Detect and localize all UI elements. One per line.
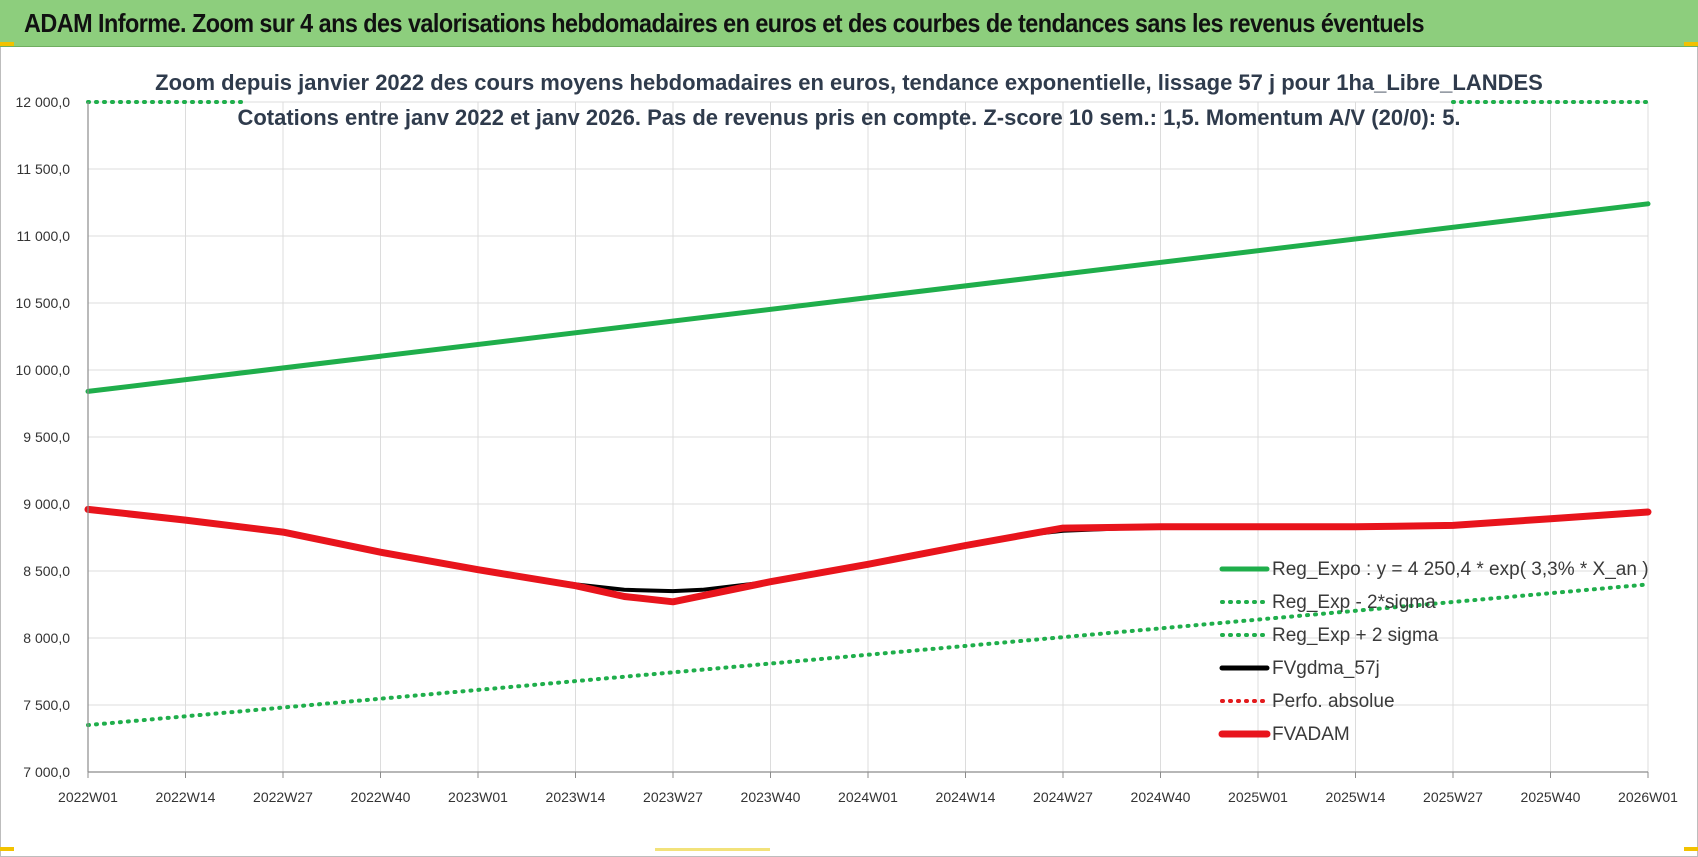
legend: Reg_Expo : y = 4 250,4 * exp( 3,3% * X_a… — [1218, 559, 1649, 745]
x-tick-label: 2022W27 — [253, 789, 313, 805]
y-tick-label: 10 000,0 — [16, 362, 71, 378]
legend-label: Reg_Exp + 2 sigma — [1272, 625, 1439, 646]
y-tick-label: 7 500,0 — [23, 697, 70, 713]
y-tick-label: 10 500,0 — [16, 295, 71, 311]
y-tick-label: 12 000,0 — [16, 94, 71, 110]
x-tick-label: 2022W14 — [156, 789, 216, 805]
y-tick-label: 7 000,0 — [23, 764, 70, 780]
x-tick-label: 2023W01 — [448, 789, 508, 805]
x-tick-label: 2025W01 — [1228, 789, 1288, 805]
x-tick-label: 2024W01 — [838, 789, 898, 805]
x-tick-label: 2024W40 — [1131, 789, 1191, 805]
report-title: ADAM Informe. Zoom sur 4 ans des valoris… — [24, 8, 1424, 38]
report-banner: ADAM Informe. Zoom sur 4 ans des valoris… — [0, 0, 1698, 47]
chart-subtitle: Cotations entre janv 2022 et janv 2026. … — [237, 105, 1460, 130]
x-tick-label: 2023W27 — [643, 789, 703, 805]
x-tick-label: 2026W01 — [1618, 789, 1678, 805]
x-tick-label: 2025W14 — [1326, 789, 1386, 805]
x-tick-label: 2023W40 — [741, 789, 801, 805]
chart-title: Zoom depuis janvier 2022 des cours moyen… — [155, 70, 1543, 95]
x-tick-label: 2024W14 — [936, 789, 996, 805]
x-tick-label: 2022W01 — [58, 789, 118, 805]
y-tick-label: 8 000,0 — [23, 630, 70, 646]
y-tick-label: 9 000,0 — [23, 496, 70, 512]
grid-layer — [87, 101, 1649, 773]
corner-marker-top-right — [1684, 42, 1698, 46]
series-line-5 — [84, 505, 1652, 606]
series-line-0 — [85, 201, 1651, 394]
axis-layer: 7 000,0 7 500,0 8 000,0 8 500,0 9 000,0 9 500… — [16, 94, 1679, 805]
y-tick-label: 9 500,0 — [23, 429, 70, 445]
x-tick-label: 2025W40 — [1521, 789, 1581, 805]
y-tick-label: 11 000,0 — [17, 228, 71, 244]
corner-marker-top-left — [0, 42, 14, 46]
corner-marker-bottom-left — [0, 847, 14, 851]
x-tick-label: 2025W27 — [1423, 789, 1483, 805]
legend-label: FVADAM — [1272, 724, 1350, 745]
y-tick-label: 11 500,0 — [17, 161, 71, 177]
x-tick-label: 2022W40 — [351, 789, 411, 805]
legend-label: Perfo. absolue — [1272, 691, 1395, 712]
scroll-indicator — [655, 848, 770, 851]
x-tick-label: 2023W14 — [546, 789, 606, 805]
legend-label: FVgdma_57j — [1272, 658, 1380, 679]
x-tick-label: 2024W27 — [1033, 789, 1093, 805]
y-tick-label: 8 500,0 — [23, 563, 70, 579]
legend-label: Reg_Expo : y = 4 250,4 * exp( 3,3% * X_a… — [1272, 559, 1649, 580]
legend-label: Reg_Exp - 2*sigma — [1272, 592, 1436, 613]
series-line-1 — [86, 582, 1650, 728]
corner-marker-bottom-right — [1684, 847, 1698, 851]
series-layer — [84, 100, 1652, 728]
